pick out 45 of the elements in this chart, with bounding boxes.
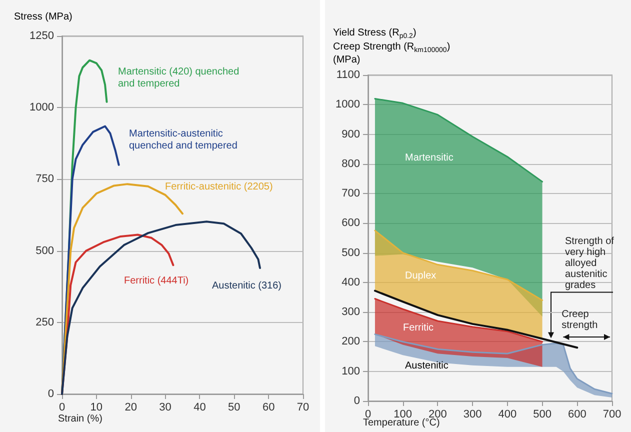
x-tick-label: 20	[124, 402, 137, 414]
series-label: Duplex	[405, 270, 436, 282]
series-label: Ferritic (444Ti)	[124, 276, 189, 286]
y-tick-label: 400	[342, 276, 360, 288]
y-tick-label: 700	[342, 188, 360, 200]
text: Martensitic	[405, 152, 454, 164]
y-tick-label: 1100	[336, 69, 360, 81]
y-tick-label: 100	[342, 365, 360, 378]
x-tick-label: 60	[262, 402, 275, 414]
annotation: Creep strength	[562, 309, 598, 331]
x-tick-label: 70	[296, 402, 310, 414]
y-tick-label: 900	[342, 128, 360, 140]
series-label: Ferritic-austenitic (2205)	[165, 182, 273, 192]
series-label: Austenitic	[405, 360, 448, 372]
series-label: Ferritic	[403, 322, 434, 334]
x-tick-label: 400	[498, 408, 517, 420]
y-tick-label: 800	[342, 158, 360, 170]
x-tick-label: 50	[228, 402, 240, 414]
y-tick-label: 1250	[30, 30, 54, 42]
x-tick-label: 300	[463, 408, 482, 420]
x-tick-label: 40	[194, 402, 206, 414]
x-axis-title: Temperature (°C)	[363, 418, 440, 428]
x-tick-label: 0	[58, 402, 66, 414]
y-tick-label: 600	[342, 217, 360, 230]
y-tick-label: 750	[36, 173, 54, 186]
y-tick-label: 1000	[30, 102, 54, 114]
x-tick-label: 500	[533, 408, 552, 420]
series-label: Martensitic (420) quenched and tempered	[118, 66, 242, 90]
y-tick-label: 200	[342, 336, 360, 348]
x-tick-label: 100	[394, 408, 412, 420]
y-tick-label: 1000	[336, 98, 360, 111]
text: Austenitic (316)	[212, 280, 282, 292]
y-tick-label: 500	[342, 246, 360, 259]
x-axis-title: Strain (%)	[58, 414, 102, 424]
x-tick-label: 10	[90, 402, 103, 414]
annotation: Strength of very high alloyed austenitic grades	[565, 236, 617, 291]
y-tick-label: 300	[342, 306, 360, 318]
x-tick-label: 600	[568, 408, 586, 420]
x-tick-label: 700	[602, 408, 622, 420]
x-tick-label: 30	[159, 402, 172, 414]
y-tick-label: 500	[36, 244, 54, 257]
series-label: Martensitic-austenitic quenched and tempered	[129, 128, 238, 152]
y-axis-title: Stress (MPa)	[14, 12, 72, 22]
y-tick-label: 0	[48, 388, 54, 400]
y-tick-label: 250	[36, 316, 54, 328]
